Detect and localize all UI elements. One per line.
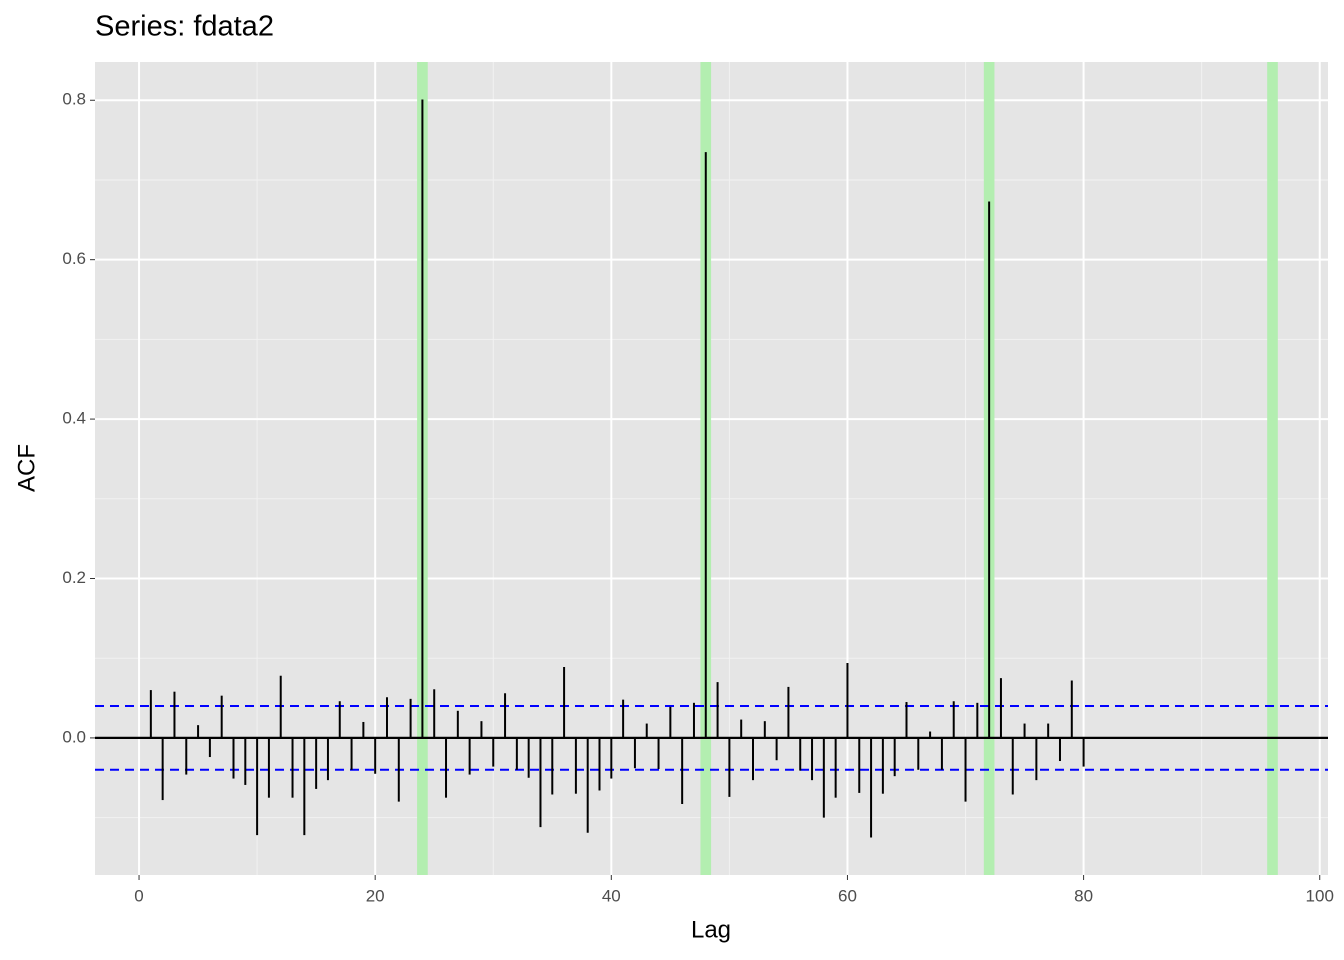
marks [95,62,1328,875]
chart-title: Series: fdata2 [95,11,274,43]
y-tick-label: 0.2 [62,568,86,587]
x-tick-label: 80 [1074,886,1093,905]
y-axis-label: ACF [13,444,40,492]
y-tick-label: 0.0 [62,727,86,746]
x-tick-label: 60 [838,886,857,905]
panel [95,62,1328,875]
x-axis-label: Lag [691,916,731,943]
seasonal-band [1267,62,1278,875]
x-tick-label: 0 [134,886,143,905]
y-tick-label: 0.8 [62,90,86,109]
x-tick-label: 20 [366,886,385,905]
y-tick-label: 0.6 [62,249,86,268]
x-tick-label: 100 [1306,886,1334,905]
x-tick-label: 40 [602,886,621,905]
y-tick-label: 0.4 [62,409,86,428]
